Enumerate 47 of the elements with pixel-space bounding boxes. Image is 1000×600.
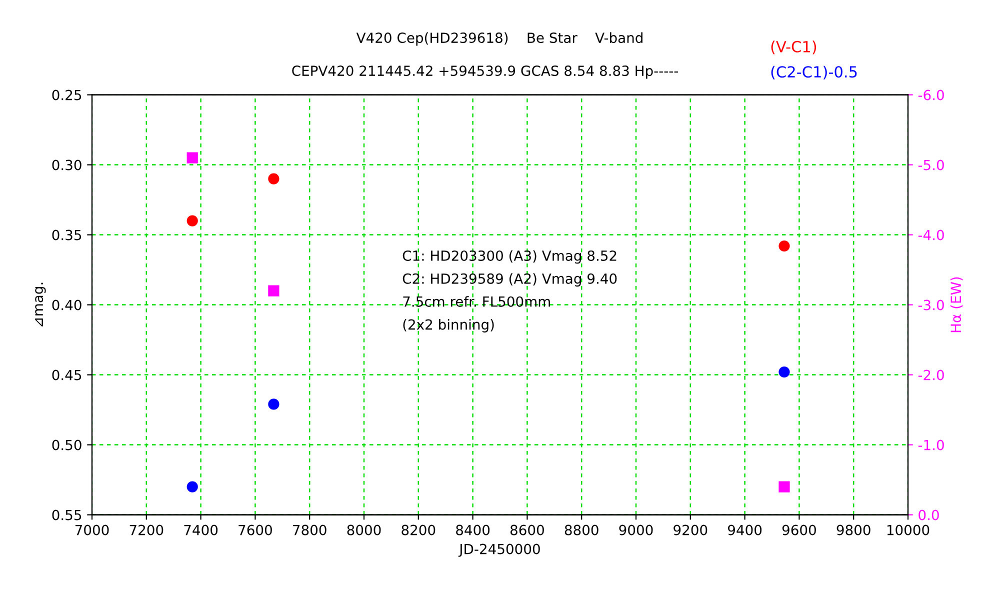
- y-tick-label: 0.55: [52, 510, 82, 520]
- y2-axis-title: Hα (EW): [950, 277, 963, 332]
- x-tick-label: 7600: [238, 524, 272, 536]
- annotation: C1: HD203300 (A3) Vmag 8.52 C2: HD239589 (A2) Vmag 9.40 7.5cm refr. FL500mm (2x2 binning): [402, 250, 617, 332]
- text: (C2-C1)-0.5: [771, 66, 857, 80]
- point: [186, 215, 198, 226]
- x-axis-title: JD-2450000: [458, 544, 540, 557]
- point: [186, 152, 198, 164]
- y-tick-label: 0.30: [52, 160, 82, 170]
- x-tick-label: 9600: [782, 524, 816, 536]
- x-tick-label: 9200: [674, 524, 708, 536]
- point: [268, 173, 280, 184]
- y2-tick-label: -2.0: [918, 370, 944, 380]
- y2-tick-label: -6.0: [918, 90, 944, 100]
- x-tick-label: 8800: [564, 524, 598, 536]
- chart-title: V420 Cep(HD239618) Be Star V-band: [356, 32, 642, 46]
- point: [778, 481, 790, 492]
- x-tick-label: 8600: [510, 524, 544, 536]
- y2-tick-label: -4.0: [918, 230, 944, 240]
- y-tick-label: 0.25: [52, 90, 82, 100]
- y2-tick-label: -5.0: [918, 160, 944, 170]
- x-tick-label: 7000: [75, 524, 109, 536]
- x-tick-label: 9000: [619, 524, 653, 536]
- y-tick-label: 0.40: [52, 300, 82, 310]
- x-tick-label: 9800: [836, 524, 870, 536]
- point: [268, 398, 280, 410]
- x-tick-label: 8400: [456, 524, 490, 536]
- point: [268, 285, 280, 296]
- y2-tick-label: -3.0: [918, 300, 944, 310]
- x-tick-label: 7800: [293, 524, 326, 536]
- x-tick-label: 7400: [184, 524, 218, 536]
- chart-subtitle: CEPV420 211445.42 +594539.9 GCAS 8.54 8.83 Hp-----: [292, 66, 678, 79]
- point: [186, 481, 198, 492]
- x-tick-label: 9400: [728, 524, 762, 536]
- point: [778, 366, 790, 378]
- text: (V-C1): [771, 40, 816, 54]
- x-tick-label: 10000: [887, 524, 930, 536]
- y2-tick-label: 0.0: [918, 510, 939, 520]
- y2-tick-label: -1.0: [918, 440, 944, 450]
- x-tick-label: 8200: [402, 524, 436, 536]
- x-tick-label: 7200: [130, 524, 164, 536]
- x-tick-label: 8000: [347, 524, 381, 536]
- y-tick-label: 0.45: [52, 370, 82, 380]
- point: [778, 240, 790, 252]
- y-tick-label: 0.35: [52, 230, 82, 240]
- y-tick-label: 0.50: [52, 440, 82, 450]
- y-axis-title: ⊿mag.: [35, 282, 46, 326]
